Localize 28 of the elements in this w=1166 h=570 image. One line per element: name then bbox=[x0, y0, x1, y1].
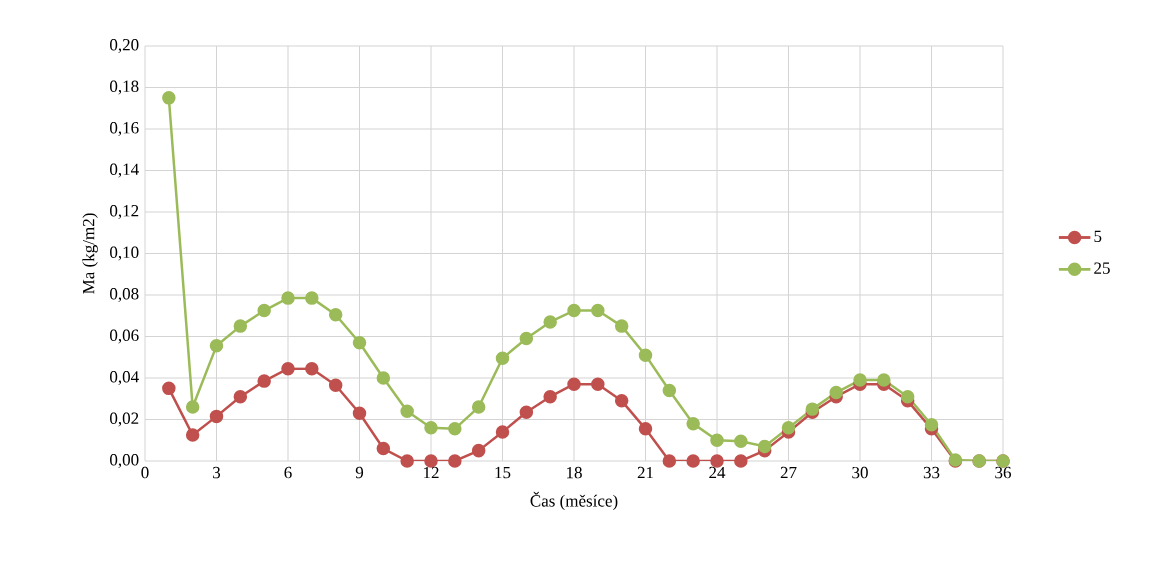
legend-label: 25 bbox=[1094, 262, 1110, 274]
x-tick-label: 36 bbox=[995, 466, 1012, 479]
x-tick-label: 18 bbox=[567, 466, 582, 479]
y-tick-label: 0,16 bbox=[110, 122, 139, 136]
x-tick-label: 30 bbox=[852, 466, 868, 479]
x-tick-label: 15 bbox=[495, 466, 511, 479]
y-tick-label: 0,12 bbox=[110, 205, 139, 219]
x-tick-label: 21 bbox=[637, 466, 653, 479]
y-tick-label: 0,14 bbox=[110, 163, 139, 178]
y-tick-label: 0,06 bbox=[110, 329, 139, 344]
y-tick-label: 0,18 bbox=[110, 80, 139, 95]
y-tick-label: 0,08 bbox=[110, 288, 139, 302]
x-tick-label: 3 bbox=[213, 466, 221, 479]
y-axis-title: Ma (kg/m2) bbox=[82, 213, 98, 294]
x-tick-label: 27 bbox=[780, 466, 797, 479]
x-axis-title: Čas (měsíce) bbox=[530, 491, 618, 511]
y-tick-label: 0,00 bbox=[110, 454, 139, 468]
y-tick-label: 0,04 bbox=[110, 371, 139, 385]
legend-label: 5 bbox=[1094, 230, 1102, 243]
x-tick-label: 12 bbox=[424, 466, 439, 479]
x-tick-label: 9 bbox=[355, 466, 364, 479]
x-tick-label: 33 bbox=[923, 466, 940, 479]
x-tick-label: 24 bbox=[709, 466, 726, 479]
y-tick-label: 0,02 bbox=[110, 412, 139, 427]
x-tick-label: 0 bbox=[141, 466, 149, 479]
y-tick-label: 0,10 bbox=[110, 246, 139, 261]
y-tick-label: 0,20 bbox=[110, 39, 139, 53]
x-tick-label: 6 bbox=[284, 466, 292, 479]
